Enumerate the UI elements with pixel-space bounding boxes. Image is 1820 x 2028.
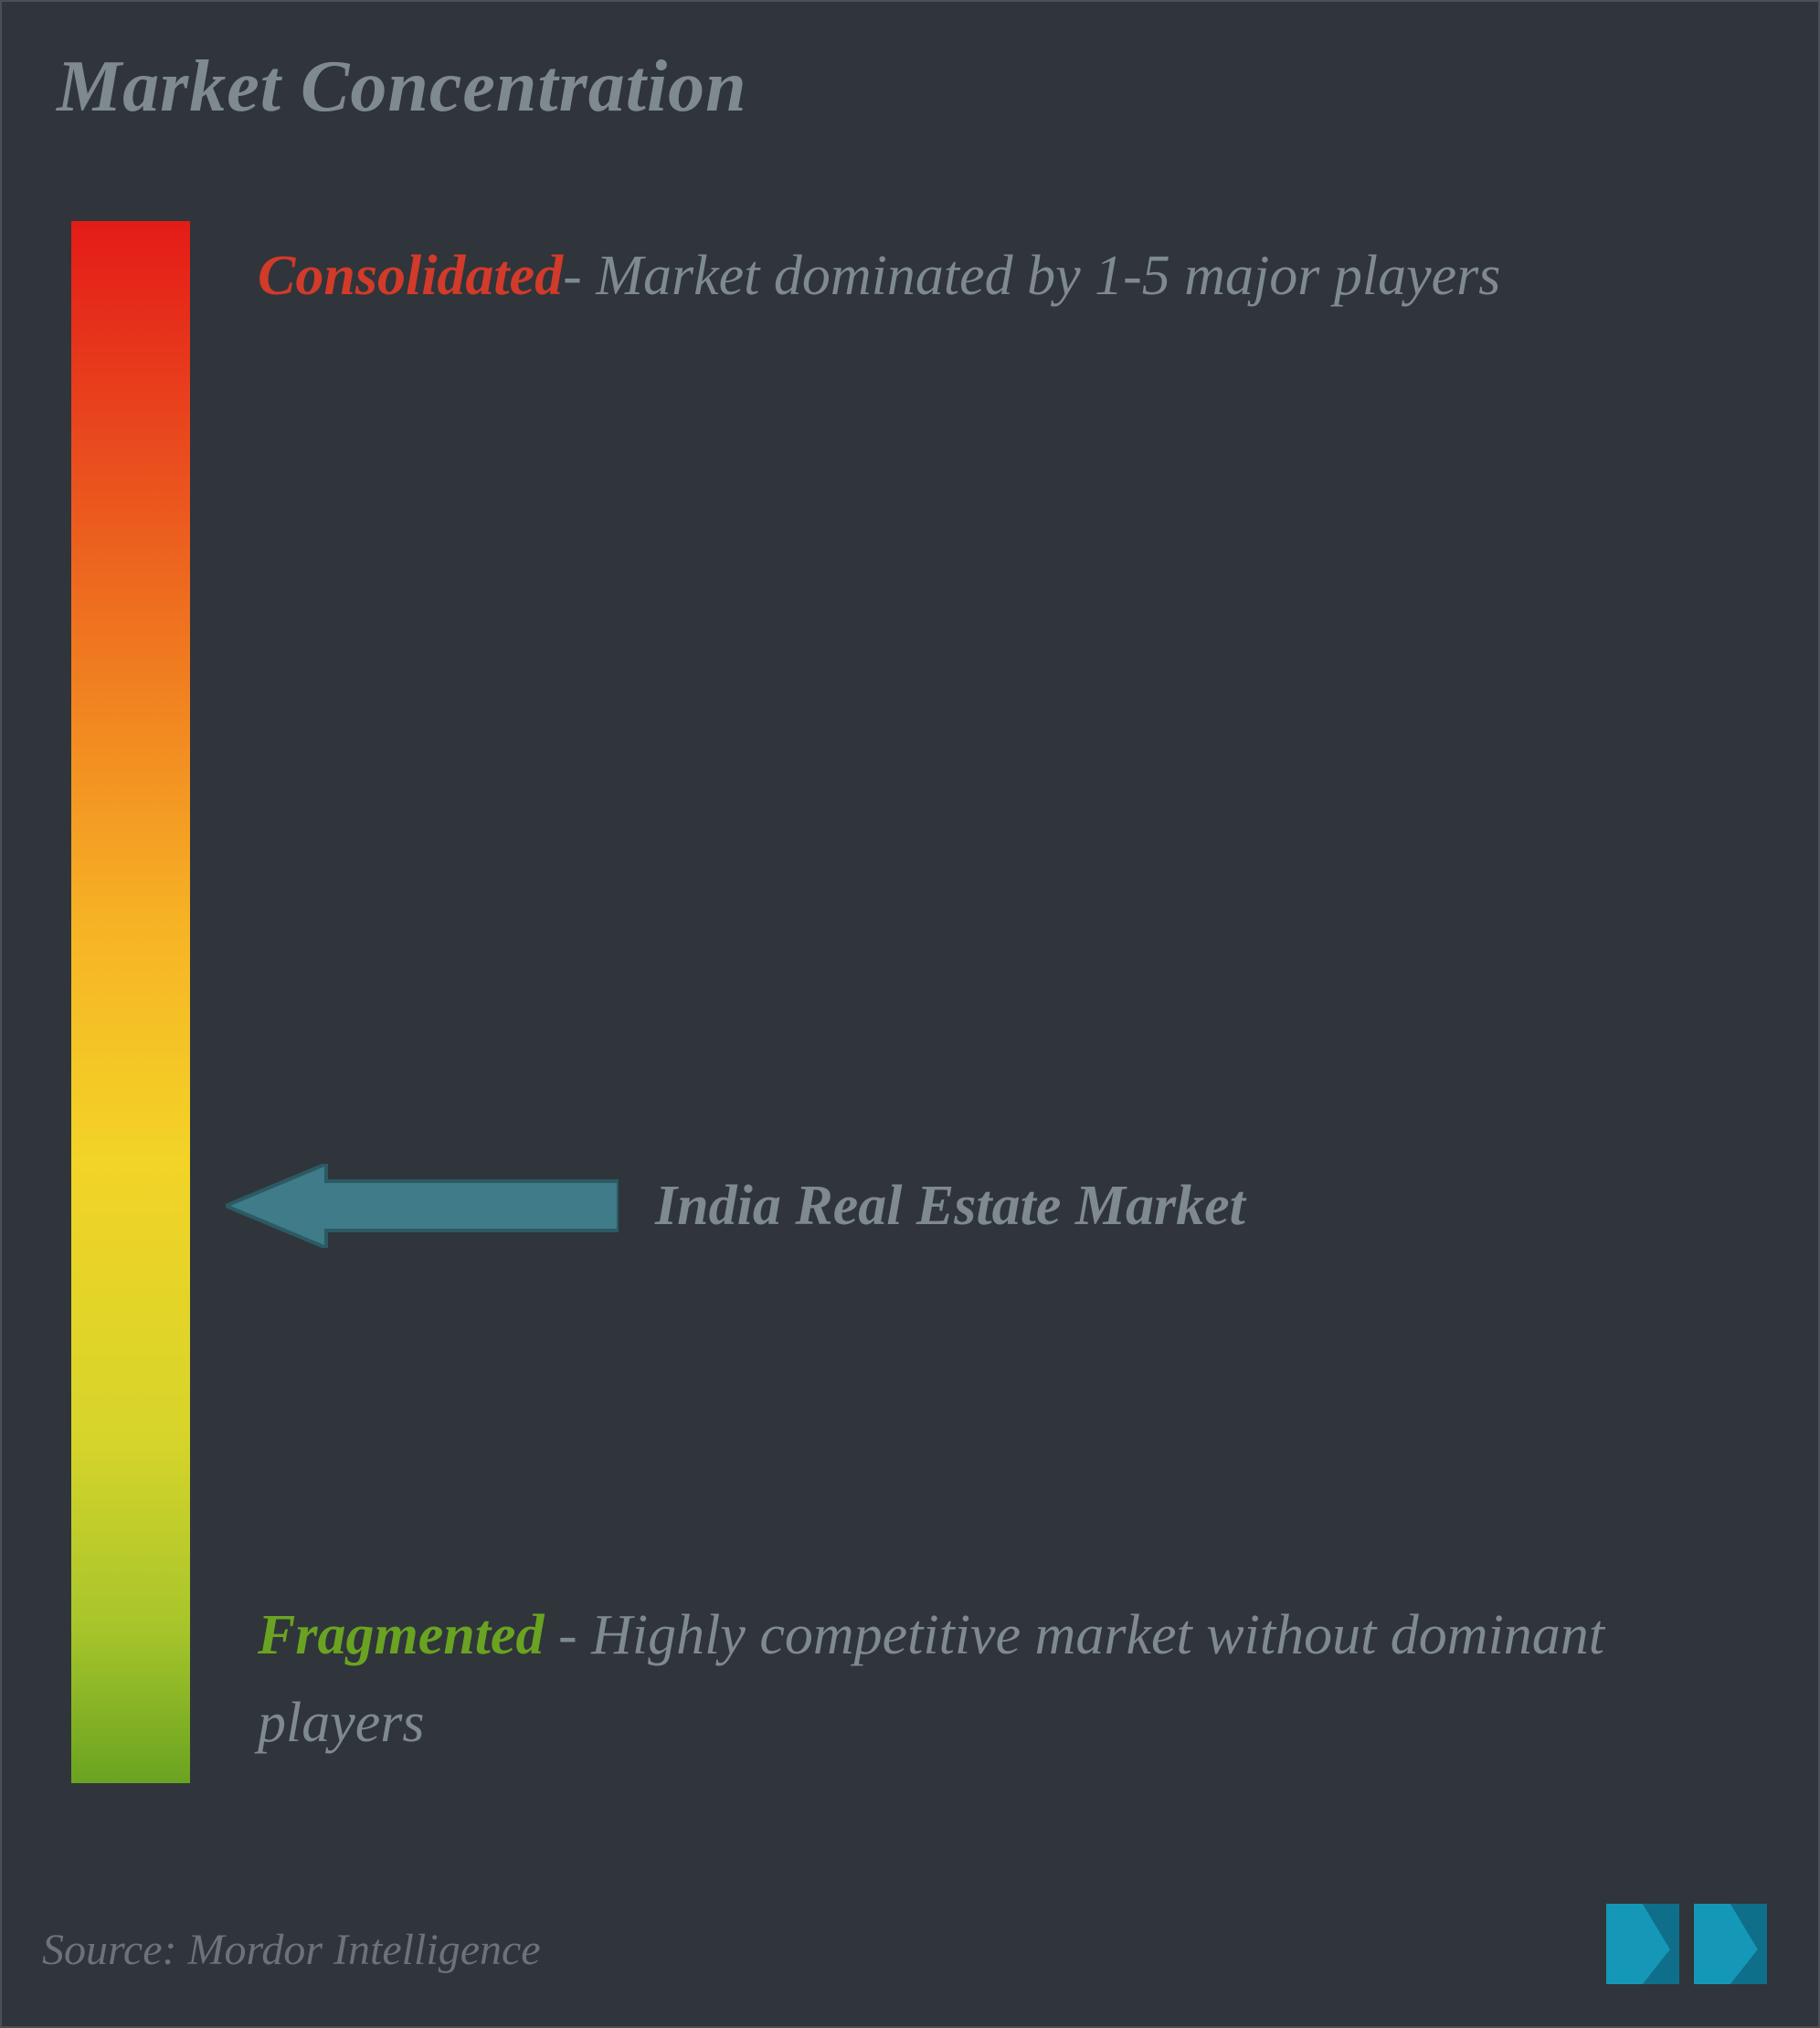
fragmented-label: Fragmented - Highly competitive market w…: [258, 1591, 1754, 1767]
market-marker-label: India Real Estate Market: [655, 1174, 1245, 1239]
brand-logo-icon: [1599, 1885, 1782, 1995]
market-marker: India Real Estate Market: [226, 1164, 1245, 1248]
source-attribution: Source: Mordor Intelligence: [42, 1925, 541, 1975]
consolidated-key: Consolidated: [258, 245, 563, 307]
fragmented-key: Fragmented: [258, 1604, 544, 1666]
market-concentration-card: Market Concentration Consolidated- Marke…: [0, 0, 1820, 2028]
consolidated-rest: - Market dominated by 1-5 major players: [563, 245, 1500, 307]
arrow-left-icon: [226, 1164, 619, 1248]
concentration-scale-bar: [71, 221, 190, 1783]
consolidated-label: Consolidated- Market dominated by 1-5 ma…: [258, 232, 1754, 320]
chart-title: Market Concentration: [57, 46, 747, 129]
